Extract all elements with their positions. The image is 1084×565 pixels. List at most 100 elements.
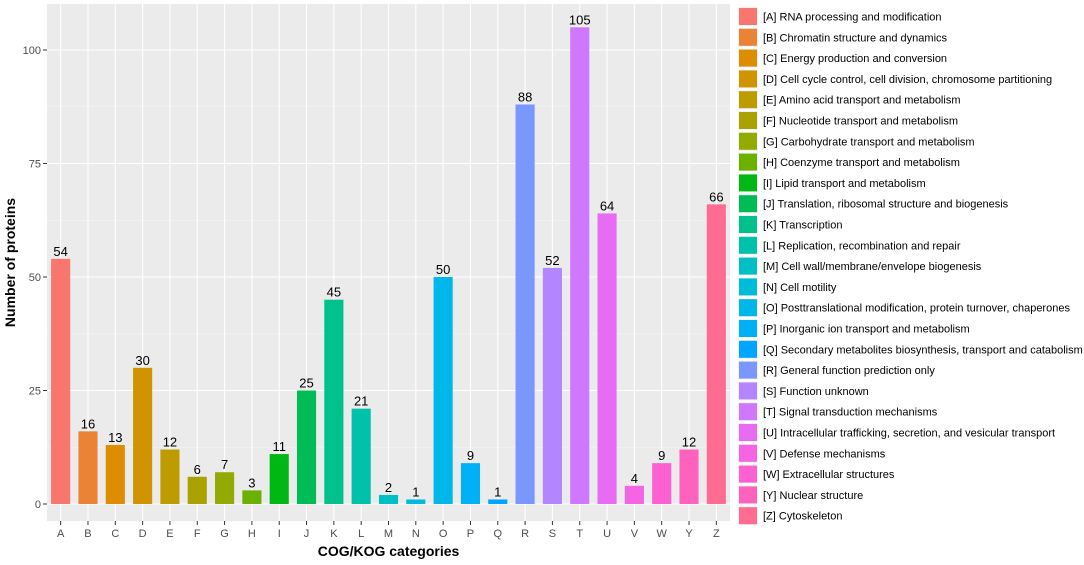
legend-swatch-C xyxy=(739,49,757,67)
legend-label-N: [N] Cell motility xyxy=(763,282,837,294)
bar-U xyxy=(597,213,617,504)
legend-label-G: [G] Carbohydrate transport and metabolis… xyxy=(763,136,975,148)
x-tick-label-V: V xyxy=(631,528,639,540)
legend-label-I: [I] Lipid transport and metabolism xyxy=(763,178,926,190)
legend-swatch-G xyxy=(739,132,757,150)
bar-value-label-D: 30 xyxy=(135,353,149,368)
x-tick-label-C: C xyxy=(111,528,119,540)
bar-value-label-M: 2 xyxy=(385,480,392,495)
bar-C xyxy=(105,444,125,504)
x-tick-label-D: D xyxy=(139,528,147,540)
x-tick-label-I: I xyxy=(278,528,281,540)
bar-value-label-L: 21 xyxy=(354,394,368,409)
legend-swatch-Z xyxy=(739,507,757,525)
bar-O xyxy=(433,277,453,504)
legend-swatch-W xyxy=(739,465,757,483)
bar-value-label-E: 12 xyxy=(163,435,177,450)
bar-S xyxy=(542,267,562,504)
x-tick-label-Q: Q xyxy=(493,528,502,540)
legend-swatch-U xyxy=(739,424,757,441)
legend-label-K: [K] Transcription xyxy=(763,220,842,232)
x-tick-label-T: T xyxy=(576,528,583,540)
bar-M xyxy=(378,494,399,504)
x-tick-label-Z: Z xyxy=(713,528,720,540)
legend-swatch-N xyxy=(739,278,757,296)
legend-swatch-K xyxy=(739,216,757,233)
legend-swatch-R xyxy=(739,361,757,379)
bar-T xyxy=(570,27,590,505)
bar-value-label-I: 11 xyxy=(272,439,286,454)
bar-value-label-R: 88 xyxy=(518,89,532,104)
x-tick-label-P: P xyxy=(467,528,474,540)
bar-value-label-A: 54 xyxy=(53,244,67,259)
x-tick-label-R: R xyxy=(521,528,529,540)
x-axis-title: COG/KOG categories xyxy=(318,543,460,559)
y-tick-label: 100 xyxy=(23,45,41,57)
bar-Y xyxy=(679,449,699,504)
bar-value-label-C: 13 xyxy=(108,430,122,445)
x-tick-label-A: A xyxy=(57,528,65,540)
bar-D xyxy=(133,367,153,504)
legend-swatch-D xyxy=(739,70,757,88)
bar-H xyxy=(242,490,262,504)
bar-I xyxy=(269,454,289,504)
bar-value-label-V: 4 xyxy=(631,471,638,486)
x-tick-label-K: K xyxy=(330,528,338,540)
legend-background xyxy=(736,5,1082,529)
y-tick-label: 25 xyxy=(29,386,41,398)
bar-value-label-Q: 1 xyxy=(494,484,501,499)
legend-label-L: [L] Replication, recombination and repai… xyxy=(763,240,961,252)
legend-swatch-J xyxy=(739,195,757,213)
y-tick-label: 50 xyxy=(29,272,41,284)
legend-label-R: [R] General function prediction only xyxy=(763,365,935,377)
bar-value-label-Z: 66 xyxy=(709,189,723,204)
legend-swatch-V xyxy=(739,444,757,462)
legend-swatch-Y xyxy=(739,486,757,504)
bar-value-label-N: 1 xyxy=(412,484,419,499)
bar-G xyxy=(215,472,235,504)
legend-label-V: [V] Defense mechanisms xyxy=(763,448,886,460)
bar-J xyxy=(296,390,317,504)
legend-label-C: [C] Energy production and conversion xyxy=(763,53,947,65)
legend-label-T: [T] Signal transduction mechanisms xyxy=(763,407,938,419)
x-tick-label-G: G xyxy=(220,528,229,540)
y-axis-title: Number of proteins xyxy=(2,198,18,327)
x-tick-label-Y: Y xyxy=(685,528,693,540)
x-tick-label-J: J xyxy=(304,528,310,540)
legend-label-Q: [Q] Secondary metabolites biosynthesis, … xyxy=(763,344,1083,356)
bar-value-label-P: 9 xyxy=(467,448,474,463)
legend-label-E: [E] Amino acid transport and metabolism xyxy=(763,95,960,107)
legend-label-F: [F] Nucleotide transport and metabolism xyxy=(763,116,958,128)
legend-label-H: [H] Coenzyme transport and metabolism xyxy=(763,157,960,169)
x-tick-label-M: M xyxy=(384,528,393,540)
bar-E xyxy=(160,449,180,504)
legend-swatch-S xyxy=(739,382,757,400)
bar-V xyxy=(624,485,644,504)
legend-swatch-L xyxy=(739,236,757,254)
legend-label-P: [P] Inorganic ion transport and metaboli… xyxy=(763,324,970,336)
legend-label-Y: [Y] Nuclear structure xyxy=(763,490,863,502)
legend-swatch-Q xyxy=(739,340,757,358)
x-tick-label-O: O xyxy=(439,528,448,540)
x-tick-label-U: U xyxy=(603,528,611,540)
bar-Q xyxy=(488,499,508,504)
legend-swatch-A xyxy=(739,8,757,25)
legend-label-U: [U] Intracellular trafficking, secretion… xyxy=(763,428,1055,440)
bar-value-label-B: 16 xyxy=(81,416,95,431)
legend-label-Z: [Z] Cytoskeleton xyxy=(763,511,842,523)
bar-value-label-S: 52 xyxy=(545,253,559,268)
bar-L xyxy=(351,408,371,504)
legend-label-S: [S] Function unknown xyxy=(763,386,869,398)
bar-value-label-O: 50 xyxy=(436,262,450,277)
bar-value-label-F: 6 xyxy=(194,462,201,477)
bar-N xyxy=(406,499,426,504)
y-axis: 0 25 50 75 100 xyxy=(23,45,47,511)
x-tick-label-H: H xyxy=(248,528,256,540)
y-tick-label: 0 xyxy=(35,499,41,511)
legend-label-M: [M] Cell wall/membrane/envelope biogenes… xyxy=(763,261,982,273)
x-tick-label-S: S xyxy=(549,528,556,540)
legend-label-W: [W] Extracellular structures xyxy=(763,469,895,481)
legend-label-J: [J] Translation, ribosomal structure and… xyxy=(763,199,1009,211)
bars xyxy=(51,27,726,505)
